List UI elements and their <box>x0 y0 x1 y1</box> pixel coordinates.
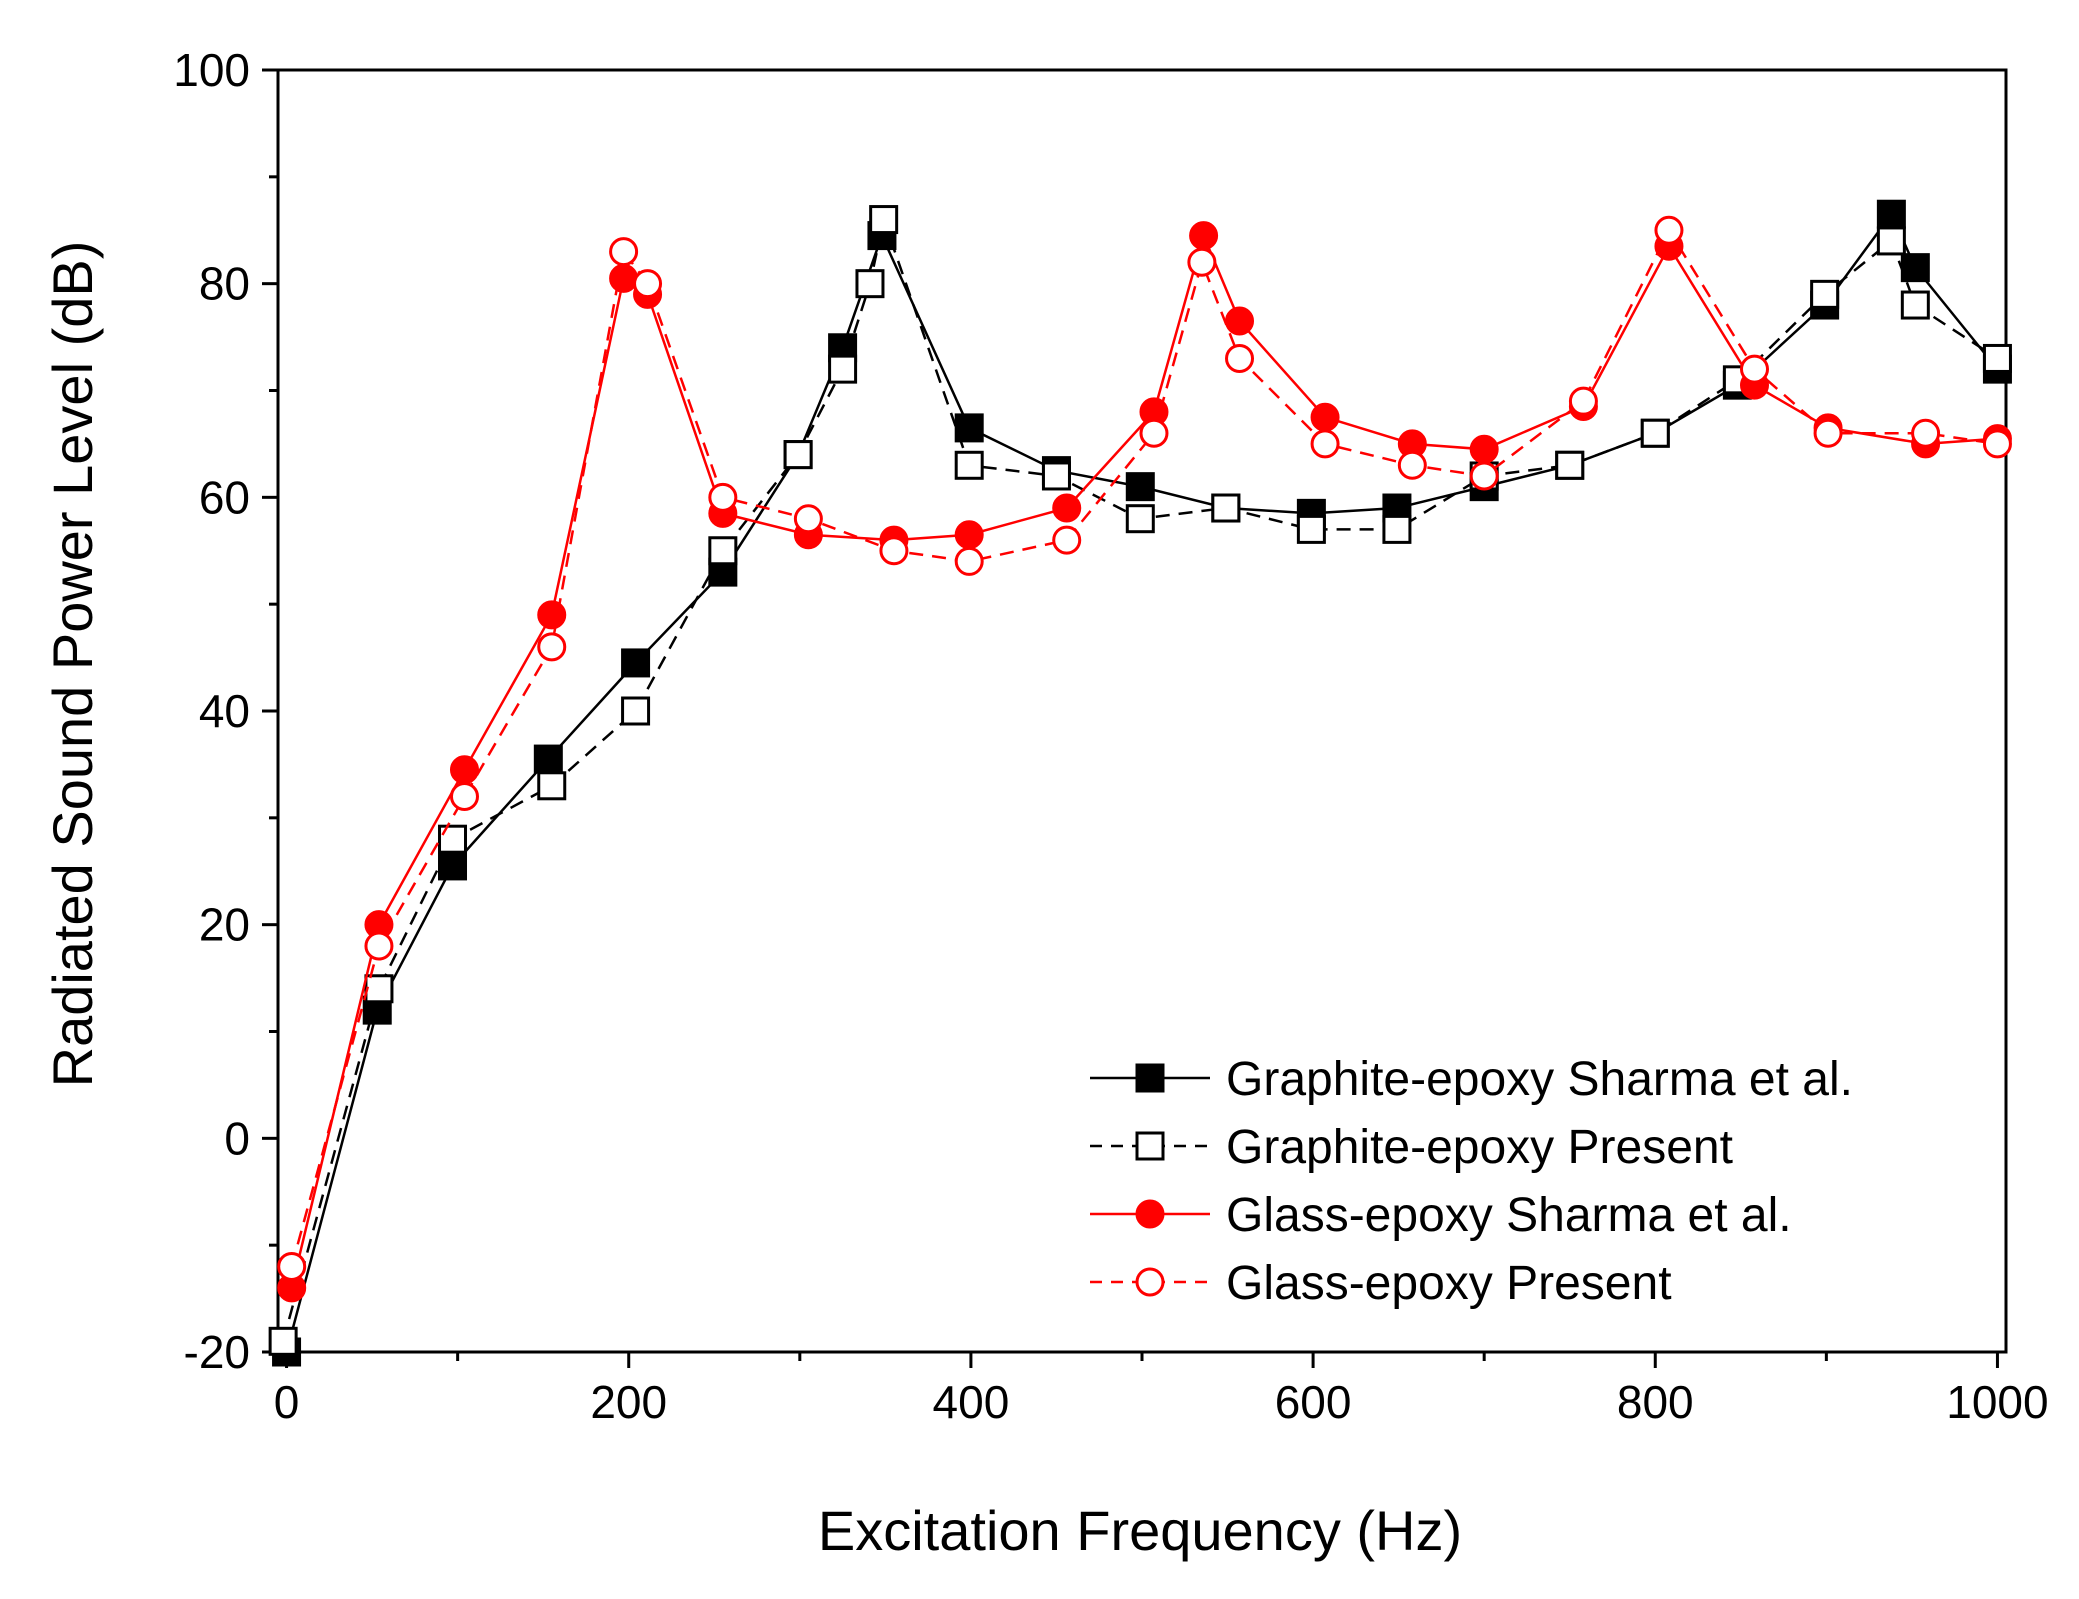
data-point <box>1397 450 1427 480</box>
data-point <box>869 205 899 235</box>
legend-entry: Glass-epoxy Present <box>1090 1257 1672 1310</box>
data-point <box>621 696 651 726</box>
data-point <box>449 755 479 785</box>
data-point <box>1139 418 1169 448</box>
data-point <box>621 648 651 678</box>
y-tick-label: 100 <box>173 44 250 96</box>
data-point <box>268 1326 298 1356</box>
data-point <box>1911 418 1941 448</box>
data-point <box>1813 418 1843 448</box>
legend-entry: Glass-epoxy Sharma et al. <box>1090 1189 1792 1242</box>
data-point <box>537 632 567 662</box>
legend-label: Glass-epoxy Present <box>1226 1257 1672 1310</box>
data-point <box>783 440 813 470</box>
series-4 <box>277 215 2012 1282</box>
data-point <box>537 771 567 801</box>
data-point <box>1810 279 1840 309</box>
y-tick-label: 60 <box>199 471 250 523</box>
data-point <box>1382 514 1412 544</box>
legend-entry: Graphite-epoxy Present <box>1090 1121 1733 1174</box>
data-point <box>1568 386 1598 416</box>
x-tick-label: 400 <box>933 1376 1010 1428</box>
data-point <box>1296 514 1326 544</box>
data-point <box>364 974 394 1004</box>
y-tick-label: 0 <box>224 1112 250 1164</box>
data-point <box>633 269 663 299</box>
legend-marker <box>1135 1063 1165 1093</box>
data-point <box>1555 450 1585 480</box>
data-point <box>438 824 468 854</box>
data-point <box>708 482 738 512</box>
y-tick-label: 20 <box>199 899 250 951</box>
legend-label: Graphite-epoxy Present <box>1226 1121 1733 1174</box>
data-point <box>1225 343 1255 373</box>
data-point <box>609 237 639 267</box>
x-axis-title: Excitation Frequency (Hz) <box>818 1499 1462 1562</box>
data-point <box>1900 290 1930 320</box>
data-point <box>533 744 563 774</box>
data-point <box>1052 525 1082 555</box>
series-2 <box>268 205 2012 1356</box>
data-point <box>855 269 885 299</box>
data-point <box>954 520 984 550</box>
data-point <box>1739 354 1769 384</box>
data-point <box>1900 253 1930 283</box>
data-point <box>879 536 909 566</box>
series-line <box>290 227 1998 1267</box>
data-point <box>1310 402 1340 432</box>
data-point <box>1982 429 2012 459</box>
data-point <box>1125 504 1155 534</box>
x-tick-label: 0 <box>274 1376 300 1428</box>
data-point <box>1640 418 1670 448</box>
axes: 0 200 400 600 800 1000 -20 0 20 40 60 80 100 <box>173 44 2048 1428</box>
x-tick-label: 800 <box>1617 1376 1694 1428</box>
data-point <box>1982 343 2012 373</box>
data-point <box>277 1252 307 1282</box>
data-point <box>1876 199 1906 229</box>
x-tick-label: 600 <box>1275 1376 1352 1428</box>
legend: Graphite-epoxy Sharma et al. Graphite-epo… <box>1090 1053 1853 1310</box>
legend-marker <box>1135 1267 1165 1297</box>
data-point <box>1211 493 1241 523</box>
data-point <box>954 450 984 480</box>
data-point <box>1469 461 1499 491</box>
data-point <box>1876 226 1906 256</box>
data-point <box>1041 461 1071 491</box>
y-tick-label: 80 <box>199 258 250 310</box>
data-point <box>1125 472 1155 502</box>
data-point <box>1225 306 1255 336</box>
legend-label: Glass-epoxy Sharma et al. <box>1226 1189 1792 1242</box>
plot-series <box>268 199 2012 1367</box>
data-point <box>1654 215 1684 245</box>
data-point <box>1469 434 1499 464</box>
x-tick-label: 200 <box>590 1376 667 1428</box>
y-axis-title: Radiated Sound Power Level (dB) <box>41 241 104 1088</box>
data-point <box>609 263 639 293</box>
legend-marker <box>1135 1131 1165 1161</box>
y-tick-label: -20 <box>184 1326 250 1378</box>
y-tick-label: 40 <box>199 685 250 737</box>
data-point <box>1310 429 1340 459</box>
data-point <box>1052 493 1082 523</box>
data-point <box>828 354 858 384</box>
data-point <box>954 546 984 576</box>
legend-marker <box>1135 1199 1165 1229</box>
data-point <box>708 536 738 566</box>
legend-label: Graphite-epoxy Sharma et al. <box>1226 1053 1853 1106</box>
legend-entry: Graphite-epoxy Sharma et al. <box>1090 1053 1853 1106</box>
data-point <box>793 504 823 534</box>
data-point <box>364 931 394 961</box>
data-point <box>449 781 479 811</box>
x-tick-label: 1000 <box>1946 1376 2048 1428</box>
data-point <box>1187 247 1217 277</box>
data-point <box>1189 221 1219 251</box>
data-point <box>954 413 984 443</box>
data-point <box>537 600 567 630</box>
